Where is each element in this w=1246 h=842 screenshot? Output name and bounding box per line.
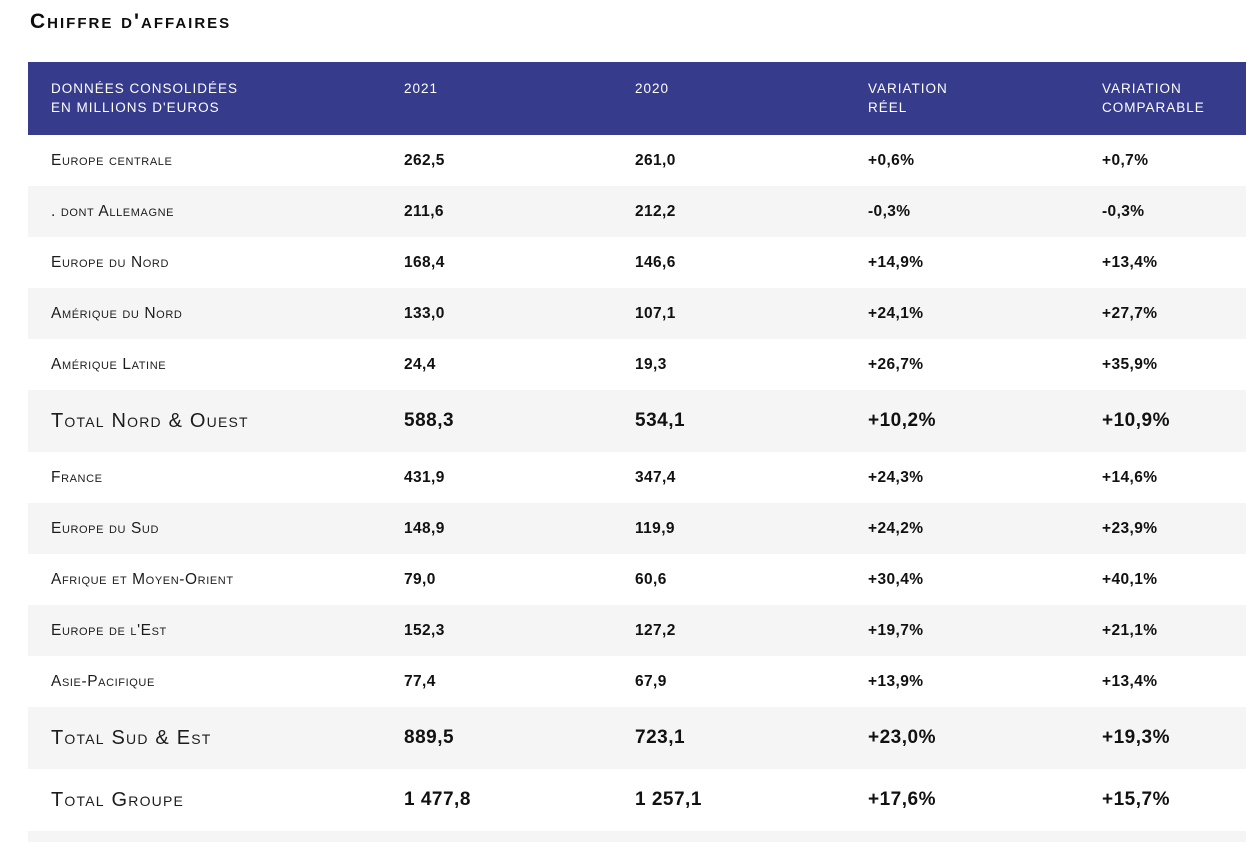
header-cell-consolidated-data-line1: DONNÉES CONSOLIDÉES	[51, 81, 239, 96]
table-row: Amérique Latine 24,4 19,3 +26,7% +35,9%	[28, 339, 1246, 390]
row-label: Amérique du Nord	[51, 304, 183, 322]
row-label: Asie-Pacifique	[51, 672, 155, 690]
table-row: Total Groupe 1 477,8 1 257,1 +17,6% +15,…	[28, 769, 1246, 831]
value-2020: 127,2	[635, 621, 676, 639]
variation-reel-value: +13,9%	[868, 672, 924, 690]
row-label: Afrique et Moyen-Orient	[51, 570, 234, 588]
row-label: Total Nord & Ouest	[51, 409, 249, 432]
variation-reel-value: +24,1%	[868, 304, 924, 322]
value-2021: 133,0	[404, 304, 445, 322]
variation-comparable-value: +0,7%	[1102, 151, 1149, 169]
table-row: Total Sud & Est 889,5 723,1 +23,0% +19,3…	[28, 707, 1246, 769]
value-2020: 347,4	[635, 468, 676, 486]
page: Chiffre d'affaires DONNÉES CONSOLIDÉES E…	[0, 10, 1246, 842]
variation-comparable-value: +13,4%	[1102, 253, 1158, 271]
variation-reel-value: +17,6%	[868, 789, 936, 810]
value-2020: 261,0	[635, 151, 676, 169]
value-2020: 534,1	[635, 410, 686, 431]
variation-comparable-value: +19,3%	[1102, 727, 1170, 748]
value-2020: 67,9	[635, 672, 667, 690]
header-cell-variation-reel-line1: VARIATION	[868, 81, 948, 96]
table-row: Europe du Nord 168,4 146,6 +14,9% +13,4%	[28, 237, 1246, 288]
variation-comparable-value: +27,7%	[1102, 304, 1158, 322]
table-row: . dont Allemagne 211,6 212,2 -0,3% -0,3%	[28, 186, 1246, 237]
variation-comparable-value: +35,9%	[1102, 355, 1158, 373]
variation-comparable-value: +10,9%	[1102, 410, 1170, 431]
variation-reel-value: -0,3%	[868, 202, 911, 220]
header-cell-variation-reel-line2: RÉEL	[868, 100, 908, 115]
table-row: France 431,9 347,4 +24,3% +14,6%	[28, 452, 1246, 503]
table-row: Europe centrale 262,5 261,0 +0,6% +0,7%	[28, 135, 1246, 186]
value-2021: 148,9	[404, 519, 445, 537]
table-row: Total Nord & Ouest 588,3 534,1 +10,2% +1…	[28, 390, 1246, 452]
row-label: . dont Allemagne	[51, 202, 175, 220]
value-2021: 211,6	[404, 202, 444, 220]
value-2021: 168,4	[404, 253, 445, 271]
revenue-table: DONNÉES CONSOLIDÉES EN MILLIONS D'EUROS …	[28, 62, 1246, 842]
value-2020: 119,9	[635, 519, 675, 537]
variation-reel-value: +30,4%	[868, 570, 924, 588]
variation-comparable-value: +40,1%	[1102, 570, 1158, 588]
variation-reel-value: +26,7%	[868, 355, 924, 373]
value-2021: 588,3	[404, 410, 455, 431]
value-2021: 889,5	[404, 727, 455, 748]
value-2020: 107,1	[635, 304, 676, 322]
table-row: Asie-Pacifique 77,4 67,9 +13,9% +13,4%	[28, 656, 1246, 707]
row-label: Total Sud & Est	[51, 726, 212, 749]
header-cell-variation-comparable: VARIATION COMPARABLE	[1102, 62, 1246, 117]
row-label: Europe centrale	[51, 151, 173, 169]
value-2021: 1 477,8	[404, 789, 471, 810]
table-row: Afrique et Moyen-Orient 79,0 60,6 +30,4%…	[28, 554, 1246, 605]
value-2020: 146,6	[635, 253, 676, 271]
row-label: Europe du Nord	[51, 253, 169, 271]
row-label: Europe du Sud	[51, 519, 159, 537]
table-header-row: DONNÉES CONSOLIDÉES EN MILLIONS D'EUROS …	[28, 62, 1246, 135]
table-row: Europe du Sud 148,9 119,9 +24,2% +23,9%	[28, 503, 1246, 554]
header-cell-variation-comparable-line2: COMPARABLE	[1102, 100, 1205, 115]
value-2021: 152,3	[404, 621, 445, 639]
table-bottom-strip	[28, 831, 1246, 842]
row-label: France	[51, 468, 103, 486]
value-2020: 19,3	[635, 355, 667, 373]
variation-comparable-value: +23,9%	[1102, 519, 1158, 537]
page-title: Chiffre d'affaires	[30, 10, 232, 33]
table-row: Europe de l'Est 152,3 127,2 +19,7% +21,1…	[28, 605, 1246, 656]
value-2021: 77,4	[404, 672, 436, 690]
variation-comparable-value: -0,3%	[1102, 202, 1145, 220]
table-body: Europe centrale 262,5 261,0 +0,6% +0,7% …	[28, 135, 1246, 831]
value-2020: 60,6	[635, 570, 667, 588]
variation-reel-value: +23,0%	[868, 727, 936, 748]
header-cell-variation-comparable-line1: VARIATION	[1102, 81, 1182, 96]
value-2021: 262,5	[404, 151, 445, 169]
variation-reel-value: +19,7%	[868, 621, 924, 639]
header-cell-variation-reel: VARIATION RÉEL	[868, 62, 1102, 117]
variation-reel-value: +14,9%	[868, 253, 924, 271]
table-row: Amérique du Nord 133,0 107,1 +24,1% +27,…	[28, 288, 1246, 339]
variation-comparable-value: +21,1%	[1102, 621, 1158, 639]
row-label: Europe de l'Est	[51, 621, 167, 639]
row-label: Total Groupe	[51, 788, 185, 811]
variation-reel-value: +24,2%	[868, 519, 924, 537]
variation-reel-value: +10,2%	[868, 410, 936, 431]
value-2021: 24,4	[404, 355, 436, 373]
value-2021: 79,0	[404, 570, 436, 588]
value-2020: 1 257,1	[635, 789, 702, 810]
header-cell-2020: 2020	[635, 81, 670, 96]
variation-reel-value: +0,6%	[868, 151, 915, 169]
variation-comparable-value: +13,4%	[1102, 672, 1158, 690]
value-2020: 723,1	[635, 727, 686, 748]
header-cell-2021: 2021	[404, 81, 439, 96]
header-cell-consolidated-data-line2: EN MILLIONS D'EUROS	[51, 100, 220, 115]
variation-comparable-value: +15,7%	[1102, 789, 1170, 810]
value-2020: 212,2	[635, 202, 676, 220]
header-cell-consolidated-data: DONNÉES CONSOLIDÉES EN MILLIONS D'EUROS	[28, 62, 404, 117]
row-label: Amérique Latine	[51, 355, 167, 373]
variation-reel-value: +24,3%	[868, 468, 924, 486]
variation-comparable-value: +14,6%	[1102, 468, 1158, 486]
value-2021: 431,9	[404, 468, 445, 486]
